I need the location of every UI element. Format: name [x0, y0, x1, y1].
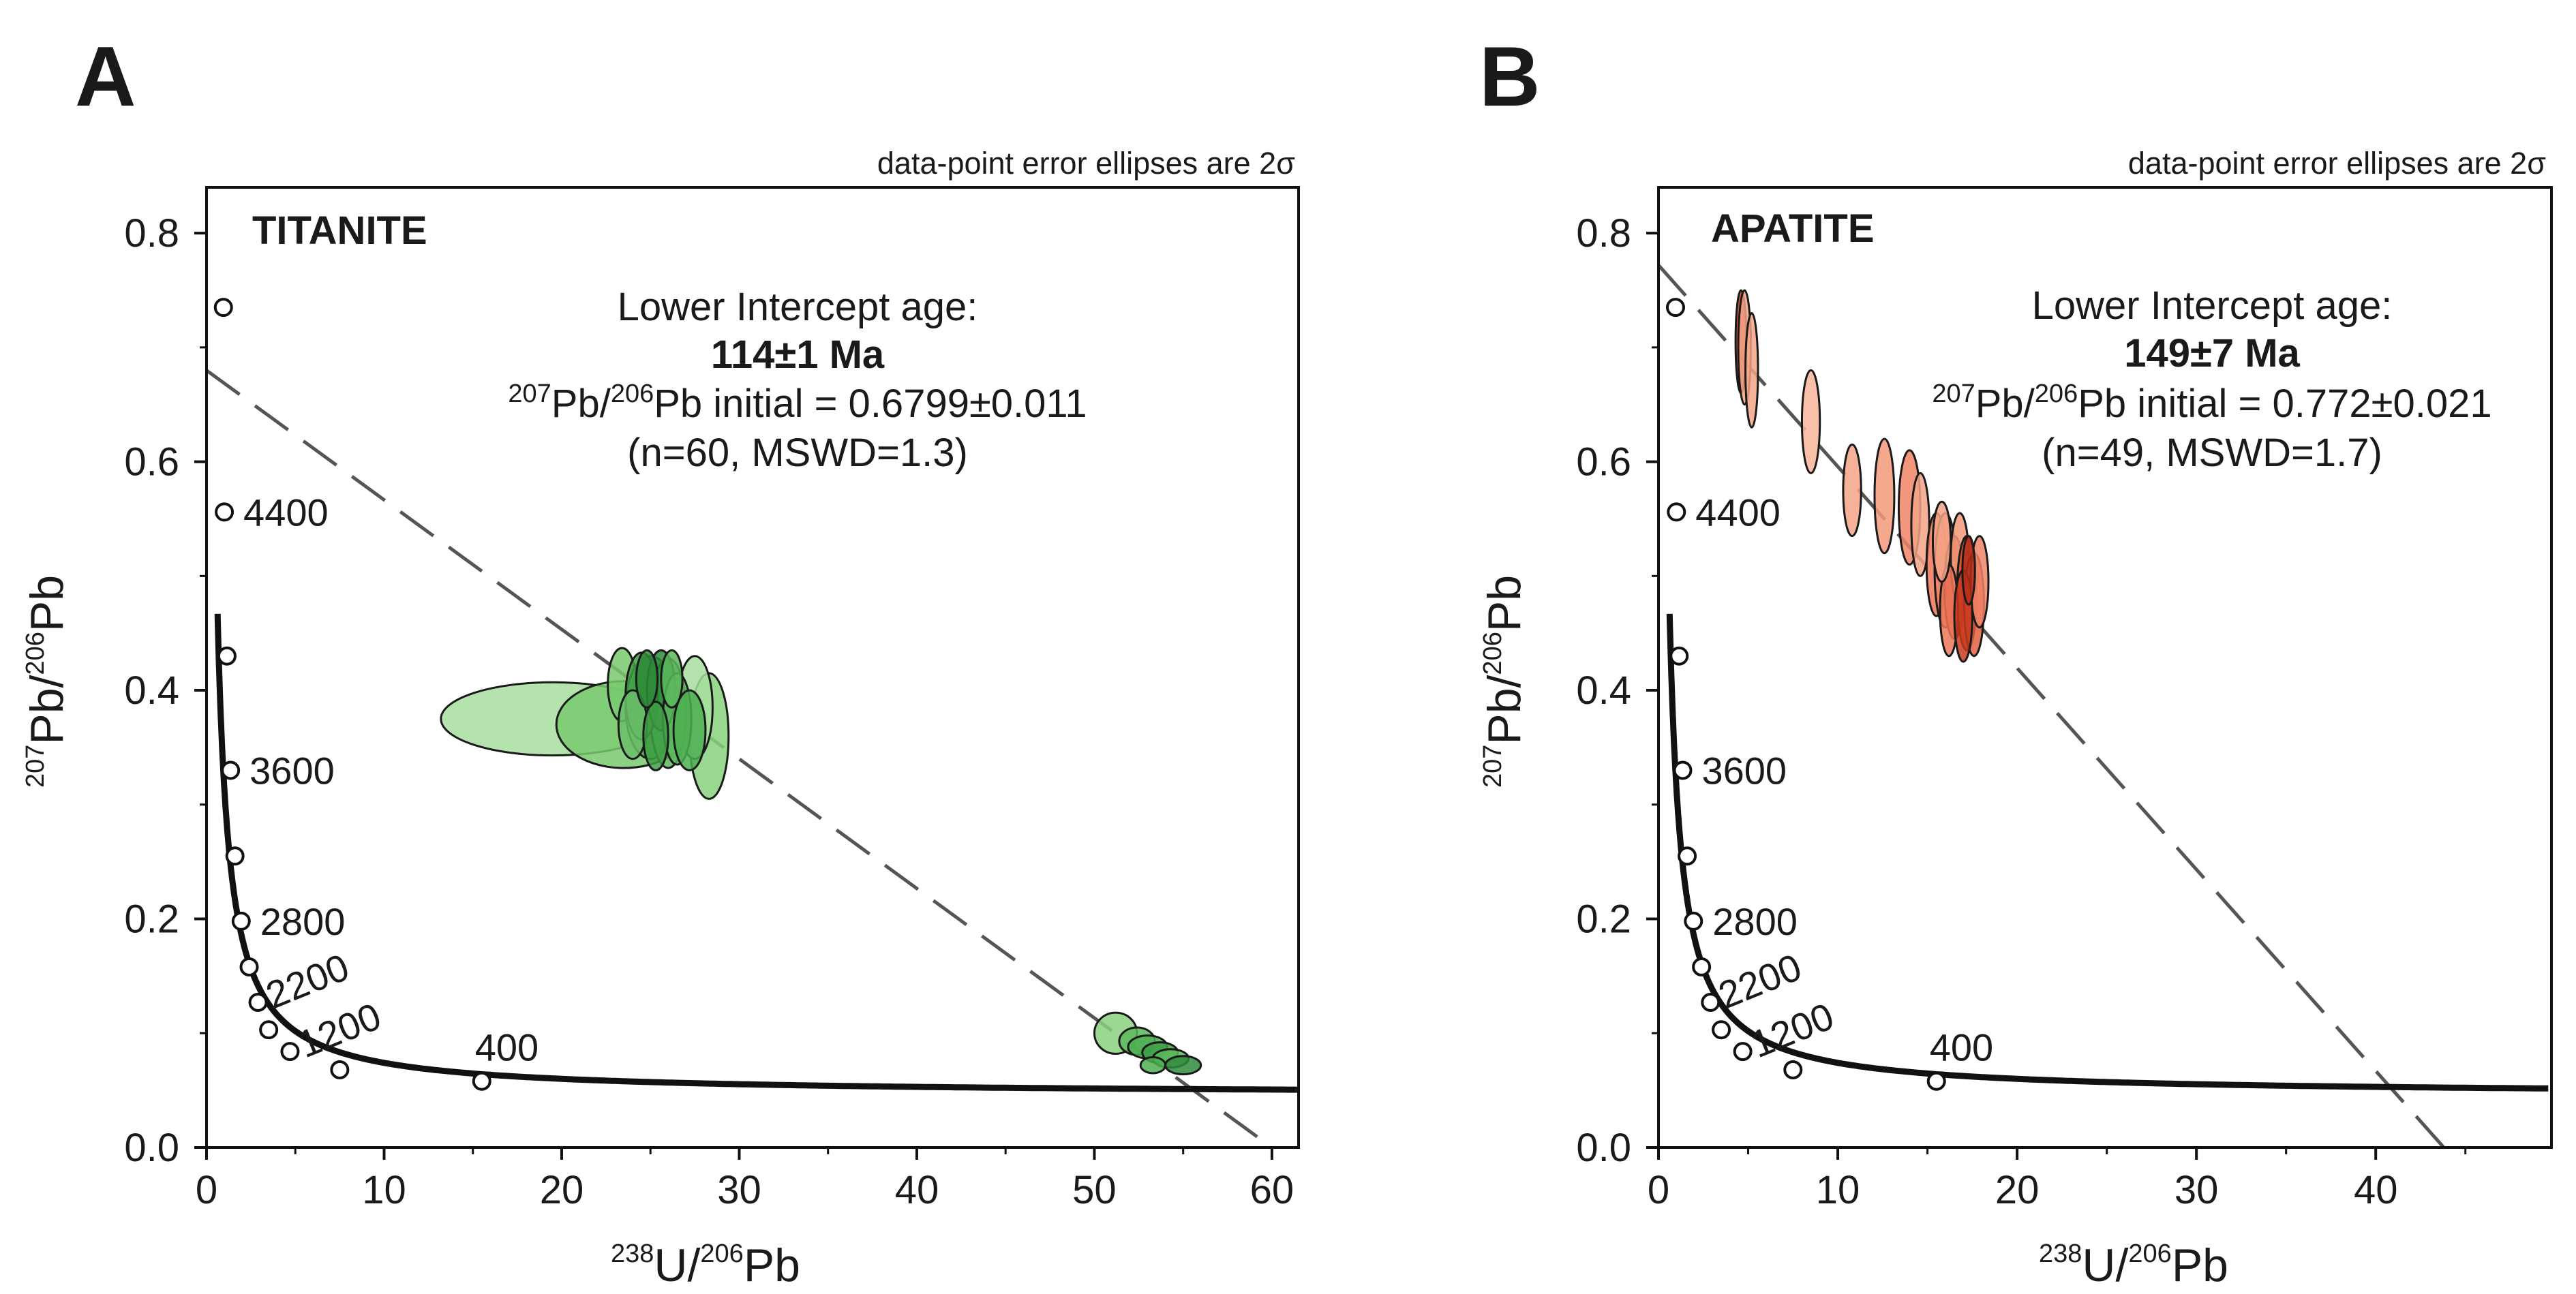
concordia-age-marker [1712, 1020, 1731, 1040]
intercept-age: 149±7 Ma [2124, 331, 2300, 375]
plot-content [1658, 264, 2549, 1147]
mineral-label: TITANITE [252, 209, 427, 253]
x-tick-label: 60 [1250, 1168, 1294, 1212]
y-tick-label: 0.0 [1576, 1126, 1631, 1170]
concordia-age-marker [259, 1020, 279, 1040]
fit-stats: (n=49, MSWD=1.7) [2042, 431, 2382, 475]
y-tick-label: 0.8 [124, 211, 179, 256]
y-axis-title: 207Pb/206Pb [1479, 575, 1530, 788]
x-tick-label: 40 [895, 1168, 939, 1212]
age-annotation: Lower Intercept age: 149±7 Ma 207Pb/206P… [1932, 283, 2491, 475]
y-tick-label: 0.4 [124, 668, 179, 713]
error-ellipse [1961, 535, 1976, 606]
concordia-age-marker [231, 911, 251, 931]
concordia-age-marker [1692, 957, 1712, 976]
error-ellipse [642, 700, 669, 771]
plot-frame [205, 186, 1300, 1149]
y-tick-label: 0.2 [1576, 897, 1631, 942]
x-tick-label: 40 [2354, 1168, 2398, 1212]
concordia-age-marker [1673, 760, 1693, 780]
initial-ratio: 207Pb/206Pb initial = 0.772±0.021 [1932, 380, 2491, 426]
concordia-age-marker [213, 298, 233, 318]
concordia-age-label: 3600 [249, 749, 335, 792]
x-tick-label: 10 [1816, 1168, 1860, 1212]
x-tick-label: 20 [1995, 1168, 2040, 1212]
concordia-age-marker [472, 1071, 491, 1091]
concordia-age-label: 2800 [1712, 900, 1798, 943]
concordia-age-label: 400 [1930, 1026, 1993, 1069]
concordia-age-marker [1678, 846, 1697, 866]
x-tick-label: 20 [540, 1168, 584, 1212]
x-tick-label: 0 [196, 1168, 217, 1212]
concordia-age-marker [1667, 502, 1686, 522]
concordia-age-label: 4400 [243, 491, 329, 534]
x-tick-label: 30 [717, 1168, 761, 1212]
concordia-age-label: 2800 [260, 900, 346, 943]
concordia-age-marker [1733, 1042, 1753, 1062]
x-tick-label: 30 [2175, 1168, 2219, 1212]
y-axis-title: 207Pb/206Pb [21, 575, 73, 788]
concordia-age-marker [225, 846, 245, 866]
y-tick-label: 0.8 [1576, 211, 1631, 256]
concordia-age-marker [1701, 992, 1721, 1012]
intercept-age: 114±1 Ma [711, 333, 885, 377]
error-ellipse [1744, 312, 1759, 429]
concordia-age-marker [215, 502, 234, 522]
error-ellipse-note: data-point error ellipses are 2σ [2128, 146, 2546, 181]
fit-stats: (n=60, MSWD=1.3) [627, 431, 968, 475]
y-tick-label: 0.4 [1576, 668, 1631, 713]
concordia-curve [1666, 613, 2549, 1092]
error-ellipse [1842, 443, 1862, 538]
concordia-age-label: 4400 [1695, 491, 1781, 534]
concordia-age-marker [217, 646, 237, 666]
y-tick-label: 0.6 [124, 440, 179, 484]
regression-line [1658, 264, 2446, 1147]
error-ellipse [672, 689, 707, 771]
error-ellipse [1800, 369, 1821, 474]
error-ellipse-note: data-point error ellipses are 2σ [877, 146, 1295, 181]
concordia-age-marker [221, 760, 241, 780]
concordia-age-marker [330, 1060, 350, 1079]
y-tick-label: 0.2 [124, 897, 179, 942]
concordia-age-marker [280, 1042, 300, 1062]
concordia-curve [214, 613, 1297, 1093]
x-tick-label: 0 [1648, 1168, 1669, 1212]
plot-frame [1657, 186, 2553, 1149]
error-ellipse [1873, 437, 1896, 555]
concordia-age-marker [239, 957, 259, 976]
concordia-age-marker [1926, 1071, 1946, 1091]
error-ellipse [1931, 500, 1952, 583]
intercept-heading: Lower Intercept age: [618, 285, 978, 329]
panel-label: A [75, 30, 136, 124]
intercept-heading: Lower Intercept age: [2032, 283, 2393, 328]
x-tick-label: 10 [362, 1168, 406, 1212]
concordia-age-marker [1669, 646, 1689, 666]
y-tick-label: 0.0 [124, 1126, 179, 1170]
age-annotation: Lower Intercept age: 114±1 Ma 207Pb/206P… [508, 285, 1087, 475]
error-ellipse [660, 649, 684, 709]
concordia-age-label: 3600 [1702, 749, 1787, 792]
panel-a: A data-point error ellipses are 2σ TITAN… [21, 30, 1300, 1291]
error-ellipse [635, 649, 659, 709]
error-ellipse [1164, 1055, 1202, 1076]
x-tick-label: 50 [1072, 1168, 1117, 1212]
y-tick-label: 0.6 [1576, 440, 1631, 484]
concordia-age-marker [248, 992, 268, 1012]
panel-label: B [1479, 30, 1541, 124]
x-axis-title: 238U/206Pb [611, 1239, 800, 1291]
concordia-age-marker [1783, 1060, 1803, 1079]
concordia-age-marker [1665, 298, 1685, 318]
plot-content [207, 369, 1297, 1147]
initial-ratio: 207Pb/206Pb initial = 0.6799±0.011 [508, 380, 1087, 426]
panel-b: B data-point error ellipses are 2σ APATI… [1479, 30, 2553, 1291]
concordia-age-label: 400 [475, 1026, 539, 1069]
mineral-label: APATITE [1711, 206, 1875, 251]
concordia-age-marker [1684, 911, 1703, 931]
x-axis-title: 238U/206Pb [2039, 1239, 2228, 1291]
error-ellipse [1139, 1056, 1167, 1075]
